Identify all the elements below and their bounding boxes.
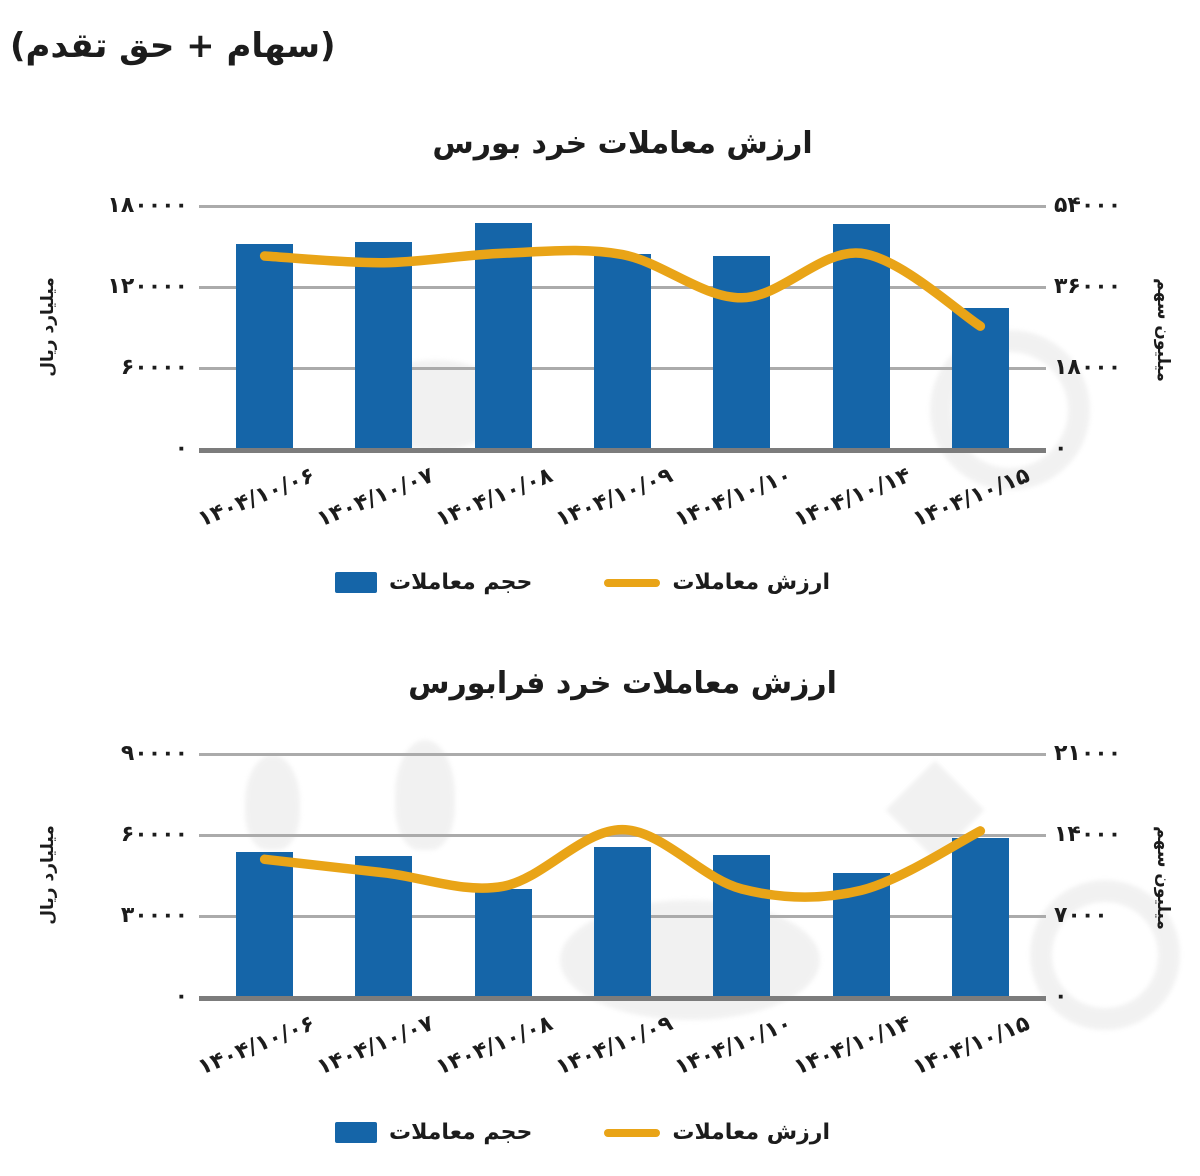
chart-bourse: ارزش معاملات خرد بورس ۱۸۰۰۰۰ ۱۲۰۰۰۰ ۶۰۰۰۰ ۰… bbox=[38, 120, 1173, 620]
volume-series-swatch-icon bbox=[335, 572, 377, 593]
left-axis-tick: ۳۰۰۰۰ bbox=[120, 903, 188, 928]
gridline bbox=[199, 753, 1046, 756]
bar bbox=[474, 222, 532, 449]
left-axis-ticks: ۹۰۰۰۰ ۶۰۰۰۰ ۳۰۰۰۰ ۰ bbox=[40, 741, 188, 1009]
x-axis-label: ۱۴۰۴/۱۰/۱۵ bbox=[909, 463, 1034, 533]
value-line-path bbox=[259, 824, 986, 902]
left-axis-tick: ۶۰۰۰۰ bbox=[120, 822, 188, 847]
left-axis-title: میلیارد ریال bbox=[38, 277, 58, 377]
gridline bbox=[199, 834, 1046, 837]
legend-label: ارزش معاملات bbox=[672, 570, 830, 595]
right-axis-tick: ۷۰۰۰ bbox=[1054, 903, 1108, 928]
bar bbox=[713, 255, 771, 449]
x-axis-label: ۱۴۰۴/۱۰/۰۸ bbox=[432, 1011, 557, 1081]
right-axis-ticks: ۲۱۰۰۰ ۱۴۰۰۰ ۷۰۰۰ ۰ bbox=[1054, 741, 1184, 1009]
left-axis-tick: ۶۰۰۰۰ bbox=[120, 355, 188, 380]
left-axis-tick: ۱۲۰۰۰۰ bbox=[107, 274, 188, 299]
right-axis-tick: ۱۸۰۰۰ bbox=[1054, 355, 1122, 380]
legend-label: ارزش معاملات bbox=[672, 1120, 830, 1145]
value-line-series bbox=[259, 245, 986, 331]
right-axis-tick: ۲۱۰۰۰ bbox=[1054, 741, 1122, 766]
right-axis-tick: ۰ bbox=[1054, 436, 1068, 461]
legend: حجم معاملات ارزش معاملات bbox=[165, 570, 1000, 595]
x-axis-line bbox=[199, 996, 1046, 1001]
plot-area: ۱۸۰۰۰۰ ۱۲۰۰۰۰ ۶۰۰۰۰ ۰ ۵۴۰۰۰ ۳۶۰۰۰ ۱۸۰۰۰ ۰ میلی… bbox=[38, 193, 1173, 532]
legend-item-volume: حجم معاملات bbox=[335, 1120, 532, 1145]
left-axis-tick: ۱۸۰۰۰۰ bbox=[107, 193, 188, 218]
right-axis-ticks: ۵۴۰۰۰ ۳۶۰۰۰ ۱۸۰۰۰ ۰ bbox=[1054, 193, 1184, 461]
right-axis-title: میلیون سهم bbox=[1153, 826, 1173, 930]
value-line-path bbox=[259, 245, 986, 331]
bar bbox=[951, 838, 1009, 997]
left-axis-tick: ۰ bbox=[174, 984, 188, 1009]
value-series-swatch-icon bbox=[604, 1128, 661, 1137]
right-axis-title: میلیون سهم bbox=[1153, 278, 1173, 382]
bar bbox=[236, 852, 294, 997]
watermark-shape bbox=[395, 740, 455, 850]
bar bbox=[951, 307, 1009, 449]
left-axis-tick: ۰ bbox=[174, 436, 188, 461]
page-title: (سهام + حق تقدم) bbox=[10, 26, 336, 66]
right-axis-tick: ۱۴۰۰۰ bbox=[1054, 822, 1122, 847]
legend-label: حجم معاملات bbox=[389, 570, 533, 595]
bar bbox=[594, 253, 651, 449]
x-axis-label: ۱۴۰۴/۱۰/۱۰ bbox=[671, 463, 796, 533]
x-axis-label: ۱۴۰۴/۱۰/۰۷ bbox=[313, 463, 438, 533]
bar bbox=[594, 846, 651, 997]
chart-title: ارزش معاملات خرد بورس bbox=[432, 126, 813, 161]
chart-farabourse: ارزش معاملات خرد فرابورس ۹۰۰۰۰ ۶۰۰۰۰ ۳۰۰۰۰… bbox=[38, 660, 1173, 1172]
bar bbox=[355, 242, 413, 449]
x-axis-label: ۱۴۰۴/۱۰/۰۶ bbox=[194, 463, 319, 533]
x-axis-label: ۱۴۰۴/۱۰/۱۴ bbox=[790, 1011, 915, 1081]
gridline bbox=[199, 205, 1046, 208]
legend-item-value: ارزش معاملات bbox=[604, 570, 830, 595]
x-axis-label: ۱۴۰۴/۱۰/۰۶ bbox=[194, 1011, 319, 1081]
left-axis-ticks: ۱۸۰۰۰۰ ۱۲۰۰۰۰ ۶۰۰۰۰ ۰ bbox=[40, 193, 188, 461]
x-axis-line bbox=[199, 448, 1046, 453]
x-axis-label: ۱۴۰۴/۱۰/۰۹ bbox=[551, 1011, 676, 1081]
right-axis-tick: ۳۶۰۰۰ bbox=[1054, 274, 1122, 299]
x-axis-label: ۱۴۰۴/۱۰/۰۸ bbox=[432, 463, 557, 533]
legend-label: حجم معاملات bbox=[389, 1120, 533, 1145]
value-series-swatch-icon bbox=[604, 578, 661, 587]
volume-series-swatch-icon bbox=[335, 1122, 377, 1143]
bar bbox=[474, 889, 532, 997]
legend-item-value: ارزش معاملات bbox=[604, 1120, 830, 1145]
value-line-series bbox=[259, 824, 986, 902]
plot-area: ۹۰۰۰۰ ۶۰۰۰۰ ۳۰۰۰۰ ۰ ۲۱۰۰۰ ۱۴۰۰۰ ۷۰۰۰ ۰ میلیارد… bbox=[38, 741, 1173, 1080]
left-axis-tick: ۹۰۰۰۰ bbox=[120, 741, 188, 766]
x-axis-label: ۱۴۰۴/۱۰/۱۵ bbox=[909, 1011, 1034, 1081]
x-axis-label: ۱۴۰۴/۱۰/۱۴ bbox=[790, 463, 915, 533]
legend: حجم معاملات ارزش معاملات bbox=[165, 1120, 1000, 1145]
x-axis-label: ۱۴۰۴/۱۰/۰۷ bbox=[313, 1011, 438, 1081]
bar bbox=[236, 244, 294, 449]
x-axis-label: ۱۴۰۴/۱۰/۰۹ bbox=[551, 463, 676, 533]
chart-title: ارزش معاملات خرد فرابورس bbox=[408, 666, 837, 701]
x-axis-label: ۱۴۰۴/۱۰/۱۰ bbox=[671, 1011, 796, 1081]
right-axis-tick: ۰ bbox=[1054, 984, 1068, 1009]
legend-item-volume: حجم معاملات bbox=[335, 570, 532, 595]
right-axis-tick: ۵۴۰۰۰ bbox=[1054, 193, 1122, 218]
left-axis-title: میلیارد ریال bbox=[38, 825, 58, 925]
